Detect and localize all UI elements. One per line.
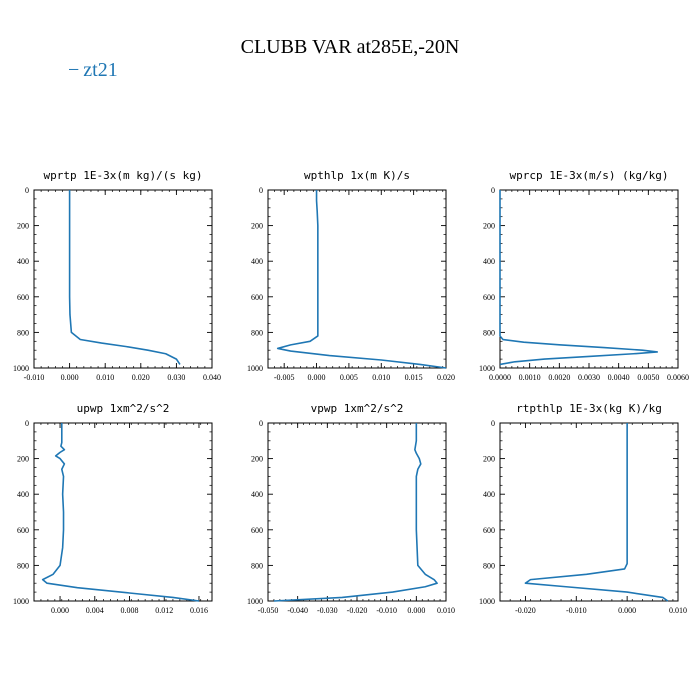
x-tick-label: -0.010 [376,606,397,615]
y-tick-label: 1000 [13,597,29,606]
x-tick-label: 0.000 [618,606,636,615]
series-line-zt21 [524,423,669,602]
x-tick-label: 0.005 [340,373,358,382]
x-tick-label: -0.020 [347,606,368,615]
chart-panel-2: wpthlp 1x(m K)/s -0.005 0.000 0.005 0.010 0.0… [247,169,455,382]
chart-panel-1: wprtp 1E-3x(m kg)/(s kg) -0.010 0.000 0.010… [13,169,221,382]
x-tick-label: -0.010 [566,606,587,615]
plot-frame [499,189,679,369]
legend-line-icon: − [68,59,80,81]
y-tick-label: 1000 [479,597,495,606]
y-tick-label: 400 [483,257,495,266]
y-tick-label: 600 [17,293,29,302]
x-tick-label: 0.0060 [667,373,689,382]
panel-title: rtpthlp 1E-3x(kg K)/kg [516,402,662,415]
x-tick-label: -0.010 [24,373,45,382]
plot-frame [267,422,447,602]
panel-title: vpwp 1xm^2/s^2 [311,402,404,415]
plot-frame [267,189,447,369]
y-tick-label: 0 [25,186,29,195]
y-tick-label: 200 [17,455,29,464]
y-tick-label: 800 [483,328,495,337]
x-tick-label: 0.010 [669,606,687,615]
x-tick-label: 0.010 [96,373,114,382]
panel-title: wprcp 1E-3x(m/s) (kg/kg) [510,169,669,182]
chart-panel-4: upwp 1xm^2/s^2 0.000 0.004 0.008 0.012 0.016 0… [13,402,213,615]
y-tick-label: 1000 [479,364,495,373]
y-tick-label: 800 [251,561,263,570]
x-tick-label: -0.050 [258,606,279,615]
x-tick-label: 0.004 [86,606,104,615]
series-line-zt21 [68,190,181,365]
y-tick-label: 400 [251,257,263,266]
y-tick-label: 0 [25,419,29,428]
x-tick-label: 0.015 [405,373,423,382]
chart-panel-5: vpwp 1xm^2/s^2 -0.050 -0.040 -0.030 -0.020 -0… [247,402,455,615]
x-tick-label: 0.0030 [578,373,600,382]
x-tick-label: -0.005 [274,373,295,382]
panel-title: wpthlp 1x(m K)/s [304,169,410,182]
y-tick-label: 1000 [13,364,29,373]
x-tick-label: -0.020 [515,606,536,615]
plot-frame [33,189,213,369]
x-tick-label: 0.030 [167,373,185,382]
y-tick-label: 400 [17,257,29,266]
y-tick-label: 200 [17,222,29,231]
y-tick-label: 600 [17,526,29,535]
y-tick-label: 400 [483,490,495,499]
x-tick-label: 0.016 [190,606,208,615]
series-line-zt21 [41,423,200,602]
series-line-zt21 [273,423,438,602]
x-tick-label: 0.020 [437,373,455,382]
y-tick-label: 200 [251,455,263,464]
x-tick-label: 0.020 [132,373,150,382]
chart-main-title: CLUBB VAR at285E,-20N [240,36,460,58]
y-tick-label: 0 [259,186,263,195]
x-tick-label: 0.012 [155,606,173,615]
x-tick-label: 0.0000 [489,373,511,382]
x-tick-label: 0.0020 [548,373,570,382]
x-tick-label: 0.040 [203,373,221,382]
y-tick-label: 600 [251,526,263,535]
legend-label: zt21 [83,59,118,81]
panel-title: wprtp 1E-3x(m kg)/(s kg) [44,169,203,182]
x-tick-label: 0.008 [121,606,139,615]
y-tick-label: 800 [483,561,495,570]
y-tick-label: 400 [17,490,29,499]
y-tick-label: 0 [491,186,495,195]
x-tick-label: 0.010 [372,373,390,382]
x-tick-label: 0.0050 [637,373,659,382]
y-tick-label: 400 [251,490,263,499]
x-tick-label: 0.010 [437,606,455,615]
x-tick-label: -0.030 [317,606,338,615]
y-tick-label: 600 [483,526,495,535]
x-tick-label: 0.0010 [519,373,541,382]
y-tick-label: 800 [17,561,29,570]
x-tick-label: 0.0040 [608,373,630,382]
y-tick-label: 800 [251,328,263,337]
y-tick-label: 600 [483,293,495,302]
panel-title: upwp 1xm^2/s^2 [77,402,170,415]
y-tick-label: 1000 [247,597,263,606]
x-tick-label: 0.000 [61,373,79,382]
x-tick-label: 0.000 [51,606,69,615]
y-tick-label: 200 [483,455,495,464]
series-line-zt21 [276,190,447,369]
y-tick-label: 200 [483,222,495,231]
y-tick-label: 200 [251,222,263,231]
x-tick-label: 0.000 [407,606,425,615]
x-tick-label: -0.040 [287,606,308,615]
y-tick-label: 800 [17,328,29,337]
y-tick-label: 0 [491,419,495,428]
x-tick-label: 0.000 [308,373,326,382]
chart-panel-3: wprcp 1E-3x(m/s) (kg/kg) 0.0000 0.0010 0.00… [479,169,689,382]
y-tick-label: 1000 [247,364,263,373]
y-tick-label: 0 [259,419,263,428]
series-line-zt21 [499,190,659,366]
legend: − zt21 [68,59,118,82]
chart-panel-6: rtpthlp 1E-3x(kg K)/kg -0.020 -0.010 0.000 0… [479,402,687,615]
plot-frame [33,422,213,602]
y-tick-label: 600 [251,293,263,302]
